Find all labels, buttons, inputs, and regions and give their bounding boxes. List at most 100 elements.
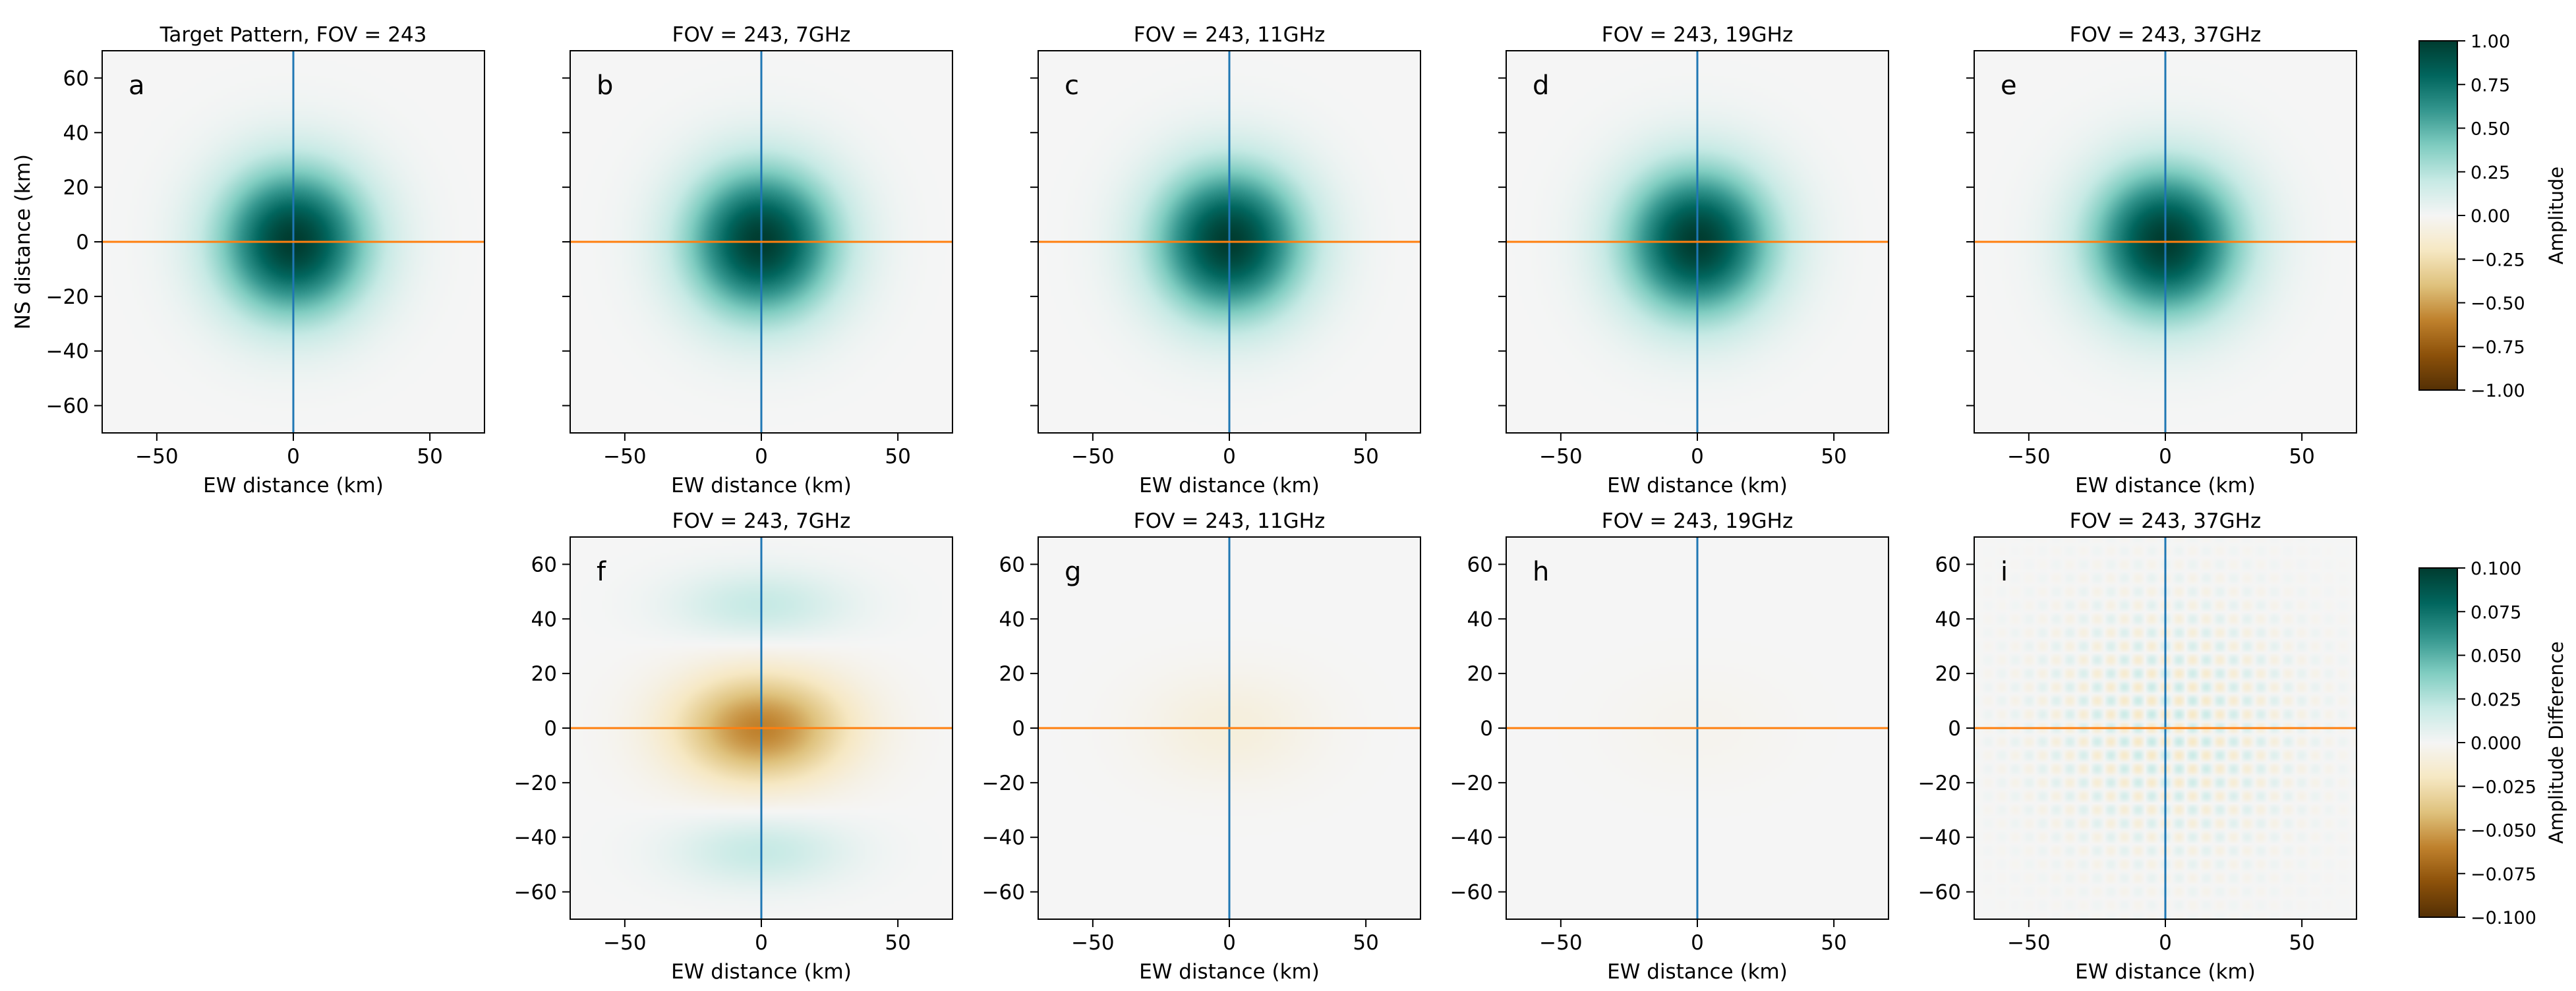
y-tick-label: 0 bbox=[1480, 717, 1493, 741]
y-tick-label: −20 bbox=[46, 285, 89, 309]
y-tick-label: −40 bbox=[1918, 826, 1961, 850]
y-tick-label: 40 bbox=[1467, 608, 1493, 631]
x-tick-label: 50 bbox=[885, 931, 910, 955]
panel-d: FOV = 243, 19GHz d −50 0 50 EW distance (km) bbox=[1498, 23, 1889, 497]
x-axis-label: EW distance (km) bbox=[1607, 960, 1788, 984]
y-tick-label: 60 bbox=[1935, 553, 1961, 577]
y-tick-label: 60 bbox=[531, 553, 557, 577]
colorbar-tick-label: 0.025 bbox=[2471, 690, 2521, 710]
y-tick-label: −60 bbox=[1918, 881, 1961, 905]
y-tick-label: −40 bbox=[982, 826, 1025, 850]
y-tick-label: 40 bbox=[999, 608, 1025, 631]
x-tick-label: 0 bbox=[2159, 931, 2172, 955]
y-axis-label: NS distance (km) bbox=[11, 154, 35, 329]
x-axis-label: EW distance (km) bbox=[1607, 474, 1788, 497]
x-axis-label: EW distance (km) bbox=[2075, 960, 2256, 984]
panel-title: FOV = 243, 37GHz bbox=[2070, 23, 2262, 47]
colorbar-tick-label: 0.50 bbox=[2471, 119, 2510, 140]
y-tick-label: −60 bbox=[514, 881, 557, 905]
x-tick-label: 0 bbox=[1691, 445, 1704, 468]
y-tick-label: 20 bbox=[1467, 662, 1493, 686]
x-tick-label: 0 bbox=[755, 931, 768, 955]
x-axis-label: EW distance (km) bbox=[1139, 474, 1320, 497]
x-tick-label: 0 bbox=[2159, 445, 2172, 468]
colorbar-gradient bbox=[2419, 568, 2457, 917]
colorbar-tick-label: 0.050 bbox=[2471, 646, 2521, 667]
y-tick-label: 20 bbox=[531, 662, 557, 686]
x-tick-label: 50 bbox=[885, 445, 910, 468]
colorbar-tick-label: 0.075 bbox=[2471, 602, 2521, 623]
y-tick-label: 20 bbox=[1935, 662, 1961, 686]
panel-label: a bbox=[129, 71, 145, 101]
y-tick-label: −20 bbox=[1918, 772, 1961, 795]
panel-title: FOV = 243, 19GHz bbox=[1602, 509, 1794, 533]
panel-c: FOV = 243, 11GHz c −50 0 50 EW distance (km) bbox=[1030, 23, 1421, 497]
x-tick-label: −50 bbox=[1539, 445, 1582, 468]
x-axis-label: EW distance (km) bbox=[671, 474, 852, 497]
colorbar-tick-label: 0.100 bbox=[2471, 559, 2521, 579]
x-tick-label: 50 bbox=[2289, 445, 2314, 468]
x-axis-label: EW distance (km) bbox=[671, 960, 852, 984]
colorbar-tick-label: 0.75 bbox=[2471, 75, 2510, 96]
x-tick-label: −50 bbox=[1071, 445, 1114, 468]
x-tick-label: 0 bbox=[1223, 931, 1236, 955]
colorbar-tick-label: 0.25 bbox=[2471, 163, 2510, 183]
panel-title: FOV = 243, 7GHz bbox=[672, 23, 851, 47]
y-tick-label: −40 bbox=[1450, 826, 1493, 850]
y-tick-label: −60 bbox=[982, 881, 1025, 905]
x-tick-label: 50 bbox=[2289, 931, 2314, 955]
panel-label: f bbox=[597, 557, 606, 587]
x-tick-label: −50 bbox=[2007, 931, 2050, 955]
y-tick-label: −60 bbox=[1450, 881, 1493, 905]
colorbar-tick-label: −0.75 bbox=[2471, 337, 2525, 358]
panel-h: FOV = 243, 19GHz h −50 0 50 EW distance (km) 6… bbox=[1450, 509, 1889, 984]
y-tick-label: 40 bbox=[63, 121, 89, 145]
x-axis-label: EW distance (km) bbox=[203, 474, 384, 497]
panel-a: Target Pattern, FOV = 243 a −50 0 50 EW dista… bbox=[11, 23, 485, 497]
y-tick-label: 0 bbox=[1948, 717, 1961, 741]
panel-title: FOV = 243, 11GHz bbox=[1134, 23, 1326, 47]
panel-label: e bbox=[2001, 71, 2017, 101]
y-tick-label: 40 bbox=[531, 608, 557, 631]
colorbar-tick-label: −0.050 bbox=[2471, 821, 2536, 841]
colorbar-tick-label: 1.00 bbox=[2471, 32, 2510, 52]
x-tick-label: 50 bbox=[1821, 445, 1846, 468]
x-tick-label: −50 bbox=[603, 445, 646, 468]
panel-label: b bbox=[597, 71, 613, 101]
y-tick-label: −20 bbox=[1450, 772, 1493, 795]
colorbar-tick-label: −0.25 bbox=[2471, 250, 2525, 270]
colorbar-tick-label: −0.100 bbox=[2471, 908, 2536, 928]
x-tick-label: −50 bbox=[135, 445, 178, 468]
x-tick-label: 50 bbox=[1353, 931, 1378, 955]
panel-label: h bbox=[1533, 557, 1549, 587]
colorbar-amplitude: 1.00 0.75 0.50 0.25 0.00 −0.25 −0.50 −0.75 −1.00… bbox=[2418, 32, 2567, 401]
y-tick-label: 20 bbox=[999, 662, 1025, 686]
panel-label: i bbox=[2001, 557, 2008, 587]
panel-e: FOV = 243, 37GHz e −50 0 50 EW distance (km) bbox=[1966, 23, 2357, 497]
colorbar-tick-label: −0.50 bbox=[2471, 294, 2525, 314]
y-tick-label: −40 bbox=[514, 826, 557, 850]
panel-title: FOV = 243, 11GHz bbox=[1134, 509, 1326, 533]
y-tick-label: 0 bbox=[544, 717, 557, 741]
x-tick-label: 0 bbox=[755, 445, 768, 468]
y-tick-label: 0 bbox=[1012, 717, 1025, 741]
y-tick-label: 60 bbox=[999, 553, 1025, 577]
colorbar-tick-label: −1.00 bbox=[2471, 381, 2525, 401]
x-tick-label: −50 bbox=[603, 931, 646, 955]
y-tick-label: 40 bbox=[1935, 608, 1961, 631]
panel-f: FOV = 243, 7GHz f −50 0 50 EW distance (km) 60… bbox=[514, 509, 953, 984]
x-tick-label: −50 bbox=[1539, 931, 1582, 955]
x-tick-label: 50 bbox=[1353, 445, 1378, 468]
panel-i: FOV = 243, 37GHz i −50 0 50 EW distance (km) 6… bbox=[1918, 509, 2357, 984]
colorbar-difference: 0.100 0.075 0.050 0.025 0.000 −0.025 −0.050 −0.… bbox=[2418, 559, 2567, 928]
panel-title: Target Pattern, FOV = 243 bbox=[160, 23, 427, 47]
y-tick-label: 60 bbox=[63, 67, 89, 90]
panel-b: FOV = 243, 7GHz b −50 0 50 EW distance (km) bbox=[562, 23, 953, 497]
x-tick-label: 0 bbox=[1691, 931, 1704, 955]
y-tick-label: 0 bbox=[76, 231, 89, 254]
x-axis-label: EW distance (km) bbox=[2075, 474, 2256, 497]
y-tick-label: 20 bbox=[63, 176, 89, 200]
panel-title: FOV = 243, 7GHz bbox=[672, 509, 851, 533]
y-tick-label: 60 bbox=[1467, 553, 1493, 577]
x-tick-label: −50 bbox=[2007, 445, 2050, 468]
